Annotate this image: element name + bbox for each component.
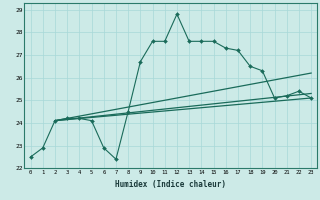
X-axis label: Humidex (Indice chaleur): Humidex (Indice chaleur) xyxy=(115,180,226,189)
